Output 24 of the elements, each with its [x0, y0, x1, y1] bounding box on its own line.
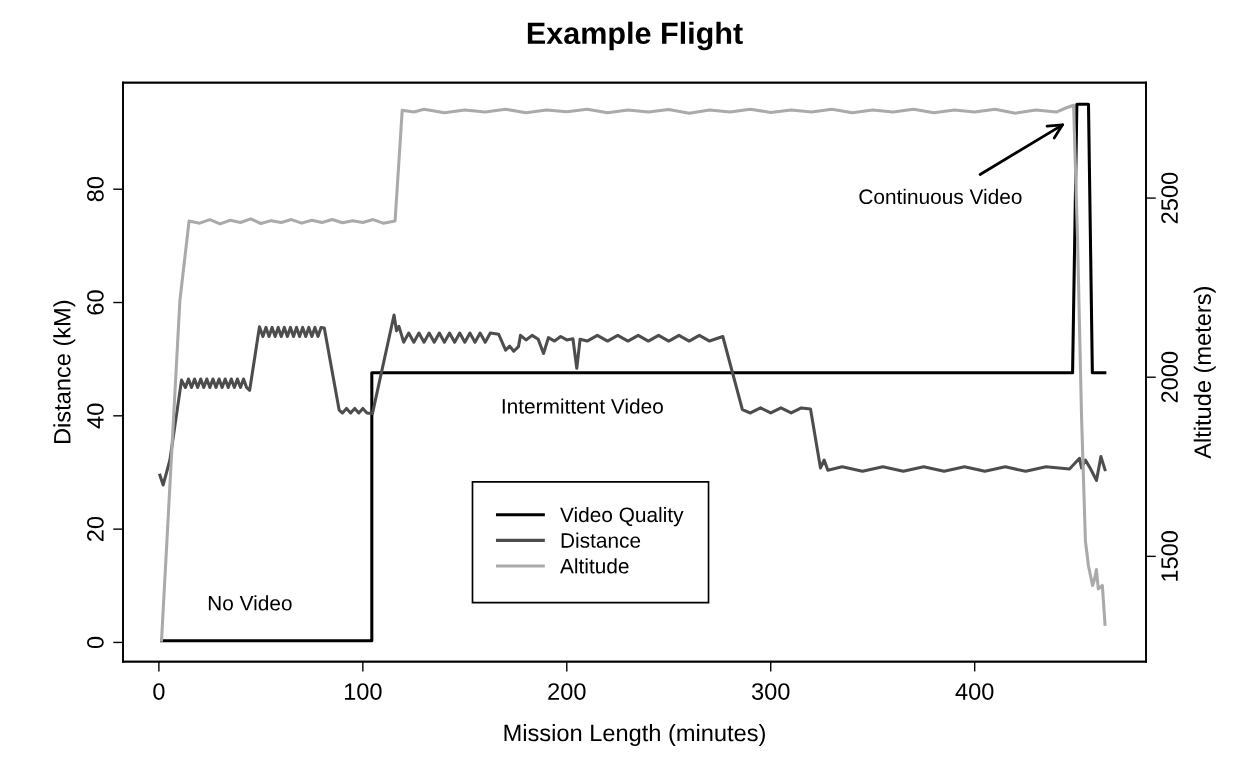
legend-label: Video Quality	[560, 506, 684, 527]
y-tick-label: 20	[87, 516, 104, 542]
y-tick-label: 80	[87, 177, 104, 202]
y2-axis-title: Altitude (meters)	[1193, 287, 1216, 459]
y-tick-label: 40	[87, 403, 104, 429]
annotation: Continuous Video	[859, 188, 1022, 205]
x-tick-label: 400	[955, 683, 994, 700]
y-tick-label: 0	[87, 636, 104, 649]
legend-label: Altitude	[560, 558, 629, 574]
y2-tick-label: 2000	[1161, 351, 1178, 403]
y-axis-title: Distance (kM)	[53, 300, 76, 444]
x-tick-label: 0	[153, 683, 165, 700]
annotation: Intermittent Video	[502, 398, 663, 414]
x-axis-title: Mission Length (minutes)	[504, 723, 765, 746]
chart-title: Example Flight	[527, 21, 743, 51]
y2-tick-label: 1500	[1161, 531, 1178, 581]
y2-tick-label: 2500	[1161, 172, 1178, 224]
x-tick-label: 300	[751, 683, 790, 700]
x-tick-label: 200	[548, 683, 586, 700]
x-tick-label: 100	[344, 683, 382, 700]
annotation: No Video	[208, 595, 292, 611]
y-tick-label: 60	[87, 290, 104, 315]
legend-label: Distance	[561, 532, 641, 548]
line-series	[158, 313, 1107, 487]
